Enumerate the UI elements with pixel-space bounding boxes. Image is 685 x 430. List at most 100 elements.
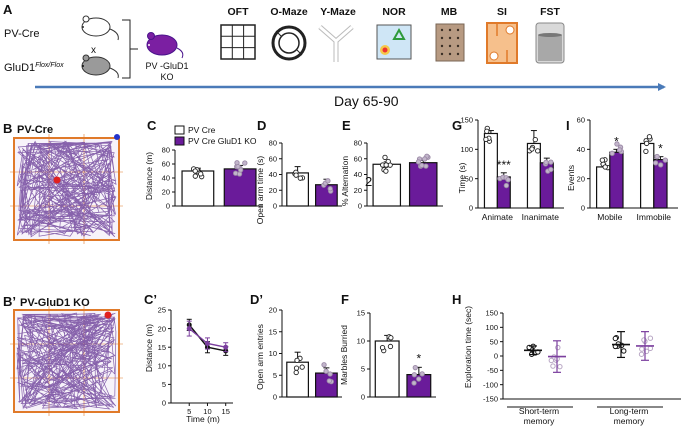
data-point-f: [419, 371, 425, 377]
chart-c-prime-axes: 0 5 10 15 20 25: [158, 306, 233, 408]
bar-e-ko: [408, 162, 438, 207]
legend-swatch-pv-cre: [174, 125, 185, 135]
data-point-g: [543, 159, 549, 165]
data-point-f: [411, 372, 418, 378]
bar-d-prime-ko: [315, 372, 338, 398]
y-tick-label: 80: [354, 139, 362, 148]
data-point-c: [235, 163, 241, 170]
data-point-d-prime: [327, 371, 333, 377]
y-tick-label: 0: [358, 202, 362, 211]
panel-b-prime: B’ PV-GluD1 KO: [3, 294, 123, 416]
data-point-d-prime: [321, 362, 327, 368]
data-point-g: [548, 166, 554, 173]
y-tick-label: -100: [483, 380, 498, 389]
legend-label-ko: PV Cre GluD1 KO: [188, 136, 257, 146]
data-point-c: [198, 171, 204, 177]
data-point-g: [503, 182, 510, 189]
test-label-fst: FST: [540, 6, 560, 18]
test-label-omaze: O-Maze: [270, 6, 308, 18]
y-tick-label: 0: [361, 393, 365, 402]
forced-swim-icon: [535, 22, 565, 64]
x-category-label-i: Mobile: [597, 212, 622, 222]
bar-f-pv-cre: [374, 340, 400, 398]
data-point-c: [242, 160, 248, 166]
y-tick-label: 5: [361, 365, 365, 374]
data-point-h: [555, 344, 561, 351]
open-field-track: [10, 306, 123, 416]
x-category-label-i: Immobile: [637, 212, 672, 222]
y-tick-label: 100: [485, 323, 498, 332]
data-point-c-prime: [186, 326, 192, 332]
legend: PV Cre PV Cre GluD1 KO: [174, 125, 257, 146]
cross-bracket: [122, 19, 138, 79]
panel-letter-f: F: [341, 292, 349, 307]
data-point-i: [646, 134, 653, 140]
chart-f-ylabel: Marbles Burried: [339, 325, 349, 385]
mouse-icon: [81, 15, 119, 41]
panel-letter-i: I: [566, 118, 570, 133]
y-tick-label: 0: [273, 393, 277, 402]
data-point-i: [614, 141, 620, 147]
panel-letter-d: D: [257, 118, 266, 133]
oft-arena-icon: [220, 24, 256, 60]
data-point-f: [411, 380, 417, 386]
y-tick-label: 60: [577, 116, 585, 125]
nor-arena-icon: [376, 24, 412, 60]
test-label-si: SI: [497, 6, 507, 18]
y-tick-label: 0: [166, 202, 170, 211]
panel-letter-g: G: [452, 118, 462, 133]
legend-label-pv-cre: PV Cre: [188, 125, 216, 135]
bar-i-mobile-pv-cre: [595, 166, 611, 209]
chart-h-category-label: memory: [614, 416, 645, 426]
data-point-c: [192, 168, 198, 174]
y-tick-label: 10: [269, 349, 277, 358]
y-tick-label: 150: [485, 309, 498, 318]
chart-d-prime-ylabel: Open arm entries: [255, 324, 265, 390]
ko-line-label: KO: [160, 72, 173, 82]
test-label-oft: OFT: [228, 6, 250, 18]
y-tick-label: 5: [273, 371, 277, 380]
panel-letter-b-prime: B’: [3, 294, 16, 309]
chart-h-category-label: Short-term: [519, 406, 559, 416]
cross-symbol: x: [91, 45, 96, 56]
chart-c-prime-ylabel: Distance (m): [144, 324, 154, 372]
panel-letter-c: C: [147, 118, 157, 133]
y-tick-label: 0: [162, 399, 166, 408]
bar-i-mobile-ko: [609, 151, 624, 209]
x-tick-label: 5: [187, 407, 191, 416]
test-label-nor: NOR: [382, 6, 406, 18]
strain-gluD1-label: GluD1Flox/Flox: [4, 62, 64, 74]
test-label-mb: MB: [441, 6, 458, 18]
data-point-e: [415, 159, 422, 165]
data-point-d: [325, 178, 331, 184]
chart-c-ylabel: Distance (m): [144, 152, 154, 200]
y-tick-label: 0: [494, 352, 498, 361]
open-field-track: [10, 134, 123, 244]
ko-line-label: PV -GluD1: [145, 61, 188, 71]
data-point-e: [419, 162, 425, 169]
data-point-d-prime: [293, 365, 300, 371]
data-point-h: [548, 357, 555, 364]
chart-c-prime-xlabel: Time (m): [186, 414, 220, 424]
data-point-d-prime: [299, 364, 305, 370]
data-point-c-prime: [204, 340, 210, 346]
data-point-i: [599, 157, 606, 163]
data-point-d: [327, 186, 333, 192]
data-point-h: [550, 363, 556, 369]
chart-h-ylabel: Exploration time (sec): [463, 306, 473, 388]
data-point-f: [412, 365, 418, 371]
data-point-i: [658, 162, 664, 168]
x-category-label-g: Animate: [482, 212, 513, 222]
y-maze-icon: [318, 25, 354, 62]
y-tick-label: 50: [465, 174, 473, 183]
y-tick-label: 15: [357, 309, 365, 318]
ko-mouse-icon: [146, 32, 184, 59]
y-tick-label: 5: [162, 380, 166, 389]
y-tick-label: 20: [269, 186, 277, 195]
data-point-g: [532, 136, 538, 143]
data-point-f: [416, 376, 422, 382]
panel-letter-b: B: [3, 121, 12, 136]
data-point-h: [638, 351, 645, 357]
end-point-marker: [114, 134, 120, 140]
